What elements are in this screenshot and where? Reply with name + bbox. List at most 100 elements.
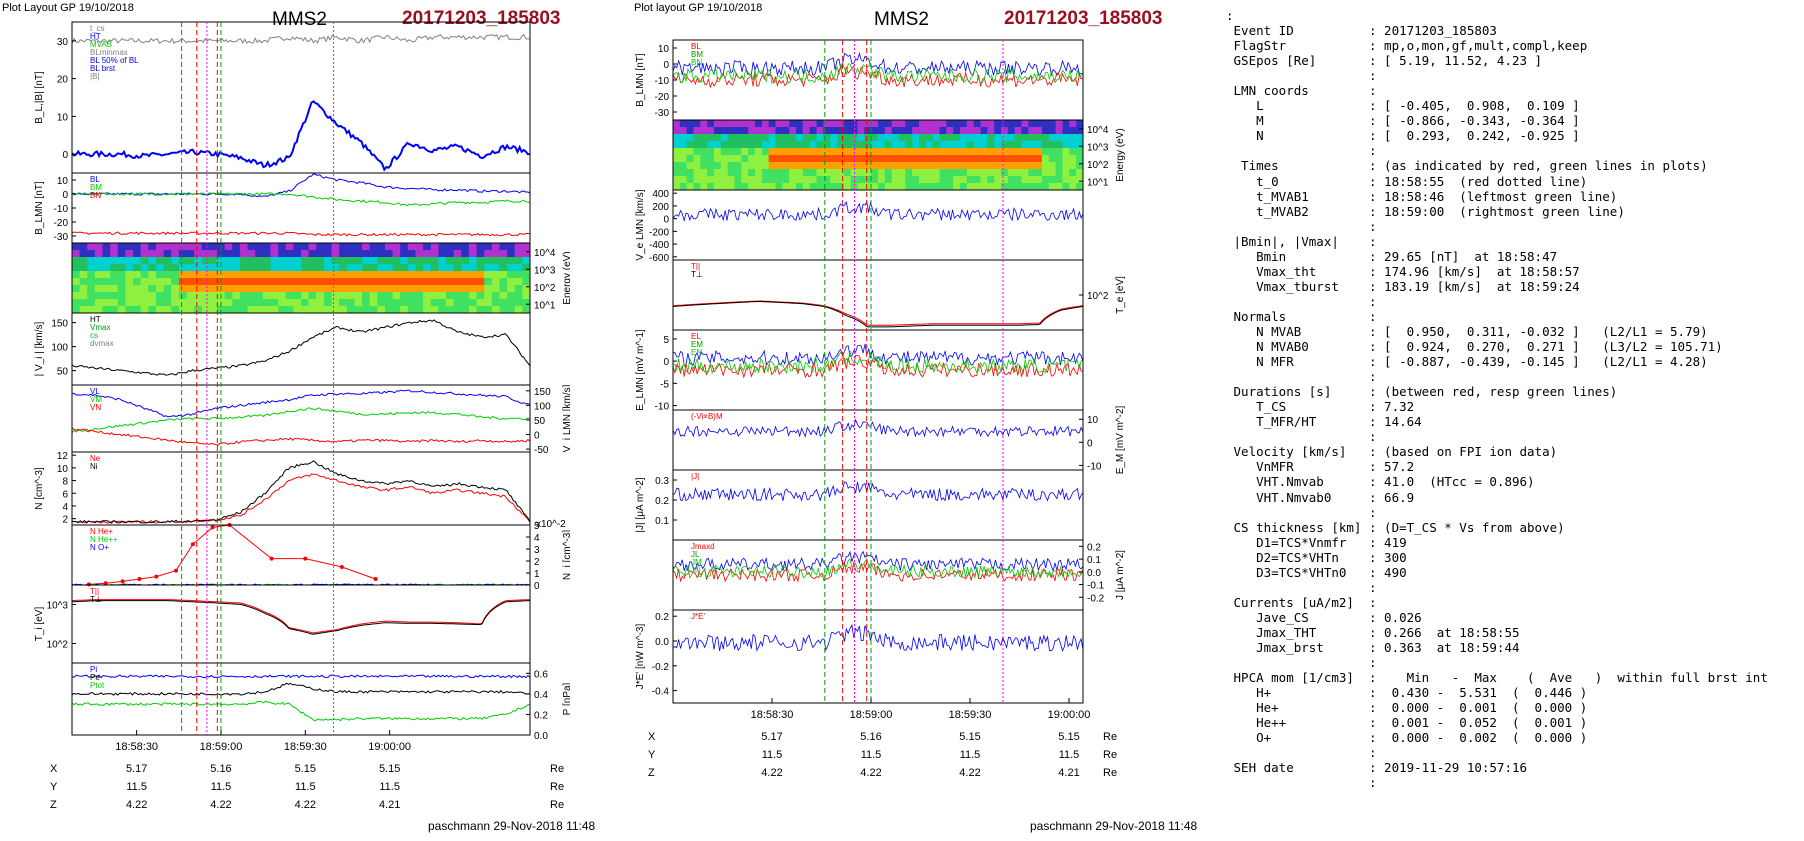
heatmap-cell bbox=[953, 120, 961, 128]
event-summary-text: : Event ID : 20171203_185803 FlagStr : m… bbox=[1226, 8, 1768, 790]
heatmap-cell bbox=[446, 299, 455, 307]
heatmap-cell bbox=[369, 271, 378, 279]
heatmap-cell bbox=[499, 271, 508, 279]
summary-line: LMN coords : bbox=[1233, 83, 1377, 99]
ytick-label: 12 bbox=[57, 451, 69, 462]
heatmap-cell bbox=[255, 285, 264, 293]
heatmap-cell bbox=[72, 299, 81, 307]
heatmap-cell bbox=[823, 141, 831, 149]
heatmap-cell bbox=[1055, 141, 1063, 149]
heatmap-cell bbox=[960, 127, 968, 135]
heatmap-cell bbox=[748, 148, 756, 156]
heatmap-cell bbox=[1069, 155, 1077, 163]
axis-label: E_M [mV m^-2] bbox=[1115, 405, 1126, 474]
ytick-label: 2 bbox=[62, 515, 68, 526]
heatmap-cell bbox=[1021, 155, 1029, 163]
heatmap-cell bbox=[133, 264, 142, 272]
heatmap-cell bbox=[823, 169, 831, 177]
heatmap-cell bbox=[140, 285, 149, 293]
heatmap-cell bbox=[673, 162, 681, 170]
heatmap-cell bbox=[178, 257, 187, 265]
heatmap-cell bbox=[285, 292, 294, 300]
heatmap-cell bbox=[461, 299, 470, 307]
heatmap-cell bbox=[796, 169, 804, 177]
heatmap-cell bbox=[714, 134, 722, 142]
heatmap-cell bbox=[400, 243, 409, 251]
heatmap-cell bbox=[816, 169, 824, 177]
heatmap-cell bbox=[1055, 127, 1063, 135]
ytick-label: 10^1 bbox=[534, 300, 556, 311]
heatmap-cell bbox=[186, 243, 195, 251]
heatmap-cell bbox=[346, 306, 355, 314]
axis-multiplier: x10^-2 bbox=[536, 519, 566, 530]
heatmap-cell bbox=[499, 292, 508, 300]
heatmap-cell bbox=[973, 169, 981, 177]
heatmap-cell bbox=[140, 292, 149, 300]
heatmap-cell bbox=[768, 155, 776, 163]
heatmap-cell bbox=[331, 243, 340, 251]
heatmap-cell bbox=[453, 299, 462, 307]
axis-label: V_i LMN [km/s] bbox=[562, 384, 570, 452]
series-line bbox=[672, 301, 1084, 328]
ytick-label: -0.4 bbox=[652, 687, 670, 698]
ytick-label: 1 bbox=[534, 569, 540, 580]
heatmap-cell bbox=[673, 183, 681, 191]
heatmap-cell bbox=[201, 292, 210, 300]
heatmap-cell bbox=[293, 278, 302, 286]
heatmap-cell bbox=[79, 271, 88, 279]
summary-line: : bbox=[1226, 8, 1234, 23]
heatmap-cell bbox=[686, 169, 694, 177]
heatmap-cell bbox=[262, 285, 271, 293]
heatmap-cell bbox=[438, 292, 447, 300]
heatmap-cell bbox=[1062, 134, 1070, 142]
heatmap-cell bbox=[823, 155, 831, 163]
heatmap-cell bbox=[133, 278, 142, 286]
legend-entry: N He+ bbox=[90, 527, 113, 536]
legend-entry: BL bbox=[691, 42, 701, 51]
heatmap-cell bbox=[125, 243, 134, 251]
heatmap-cell bbox=[102, 257, 111, 265]
heatmap-cell bbox=[939, 176, 947, 184]
heatmap-cell bbox=[316, 257, 325, 265]
heatmap-cell bbox=[1048, 127, 1057, 135]
heatmap-cell bbox=[1042, 176, 1050, 184]
heatmap-cell bbox=[293, 271, 302, 279]
heatmap-cell bbox=[1062, 148, 1070, 156]
heatmap-cell bbox=[734, 148, 742, 156]
position-value: 4.22 bbox=[761, 767, 782, 779]
heatmap-cell bbox=[871, 169, 879, 177]
heatmap-cell bbox=[255, 271, 264, 279]
ytick-label: -10 bbox=[655, 76, 670, 87]
heatmap-cell bbox=[239, 306, 249, 314]
heatmap-cell bbox=[891, 176, 899, 184]
legend-entry: N O+ bbox=[90, 543, 109, 552]
heatmap-cell bbox=[1069, 148, 1077, 156]
heatmap-cell bbox=[453, 257, 462, 265]
heatmap-cell bbox=[700, 127, 708, 135]
series-line bbox=[672, 343, 1084, 366]
ytick-label: 10^2 bbox=[47, 640, 69, 651]
heatmap-cell bbox=[1007, 155, 1016, 163]
heatmap-cell bbox=[446, 243, 455, 251]
axis-label: | V_i | [km/s] bbox=[34, 321, 45, 376]
heatmap-cell bbox=[79, 264, 88, 272]
heatmap-cell bbox=[850, 134, 858, 142]
heatmap-cell bbox=[775, 127, 783, 135]
heatmap-cell bbox=[430, 306, 439, 314]
heatmap-cell bbox=[186, 299, 195, 307]
heatmap-cell bbox=[1076, 141, 1084, 149]
ytick-label: 50 bbox=[534, 416, 546, 427]
heatmap-cell bbox=[1007, 134, 1016, 142]
heatmap-cell bbox=[707, 155, 715, 163]
heatmap-cell bbox=[453, 292, 462, 300]
panel-frame bbox=[672, 609, 1084, 704]
heatmap-cell bbox=[232, 285, 241, 293]
heatmap-cell bbox=[768, 127, 776, 135]
heatmap-cell bbox=[850, 169, 858, 177]
heatmap-cell bbox=[1035, 127, 1043, 135]
summary-line: He++ : 0.001 - 0.052 ( 0.001 ) bbox=[1256, 715, 1588, 731]
heatmap-cell bbox=[194, 299, 203, 307]
heatmap-cell bbox=[270, 299, 279, 307]
position-value: 4.22 bbox=[295, 799, 316, 811]
heatmap-cell bbox=[1028, 183, 1036, 191]
